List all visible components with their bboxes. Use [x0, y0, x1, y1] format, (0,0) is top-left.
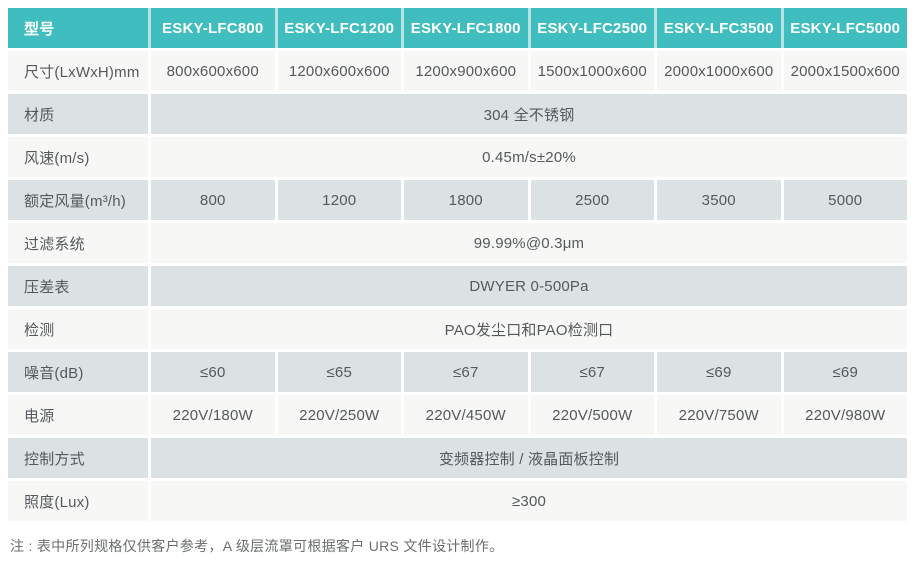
cell-value: 800x600x600	[151, 51, 275, 91]
table-row-filter: 过滤系统 99.99%@0.3μm	[8, 223, 907, 263]
cell-value-span: 99.99%@0.3μm	[151, 223, 907, 263]
table-row-gauge: 压差表 DWYER 0-500Pa	[8, 266, 907, 306]
cell-value: 1200	[277, 180, 401, 220]
row-label: 电源	[8, 395, 148, 435]
header-cell-model: 型号	[8, 8, 148, 48]
cell-value: 1800	[404, 180, 528, 220]
cell-value-span: 0.45m/s±20%	[151, 137, 907, 177]
row-label: 噪音(dB)	[8, 352, 148, 392]
spec-table: 型号 ESKY-LFC800 ESKY-LFC1200 ESKY-LFC1800…	[8, 8, 907, 521]
cell-value: 220V/980W	[783, 395, 907, 435]
cell-value: 800	[151, 180, 275, 220]
cell-value: ≤65	[277, 352, 401, 392]
cell-value: 5000	[783, 180, 907, 220]
cell-value: ≤69	[657, 352, 781, 392]
row-label: 过滤系统	[8, 223, 148, 263]
row-label: 检测	[8, 309, 148, 349]
header-cell-lfc2500: ESKY-LFC2500	[530, 8, 654, 48]
cell-value-span: DWYER 0-500Pa	[151, 266, 907, 306]
table-row-power: 电源 220V/180W 220V/250W 220V/450W 220V/50…	[8, 395, 907, 435]
table-header-row: 型号 ESKY-LFC800 ESKY-LFC1200 ESKY-LFC1800…	[8, 8, 907, 48]
table-row-dimensions: 尺寸(LxWxH)mm 800x600x600 1200x600x600 120…	[8, 51, 907, 91]
header-cell-lfc1200: ESKY-LFC1200	[277, 8, 401, 48]
table-row-test: 检测 PAO发尘口和PAO检测口	[8, 309, 907, 349]
cell-value: 220V/500W	[530, 395, 654, 435]
cell-value-span: 304 全不锈钢	[151, 94, 907, 134]
row-label: 压差表	[8, 266, 148, 306]
cell-value: 2500	[530, 180, 654, 220]
header-cell-lfc800: ESKY-LFC800	[151, 8, 275, 48]
cell-value: 1200x600x600	[277, 51, 401, 91]
cell-value: 220V/250W	[277, 395, 401, 435]
row-label: 风速(m/s)	[8, 137, 148, 177]
header-cell-lfc1800: ESKY-LFC1800	[404, 8, 528, 48]
row-label: 照度(Lux)	[8, 481, 148, 521]
cell-value-span: PAO发尘口和PAO检测口	[151, 309, 907, 349]
table-row-noise: 噪音(dB) ≤60 ≤65 ≤67 ≤67 ≤69 ≤69	[8, 352, 907, 392]
table-row-illuminance: 照度(Lux) ≥300	[8, 481, 907, 521]
table-row-airflow: 额定风量(m³/h) 800 1200 1800 2500 3500 5000	[8, 180, 907, 220]
cell-value: ≤67	[530, 352, 654, 392]
table-row-control: 控制方式 变频器控制 / 液晶面板控制	[8, 438, 907, 478]
table-row-material: 材质 304 全不锈钢	[8, 94, 907, 134]
cell-value: 3500	[657, 180, 781, 220]
cell-value: ≤69	[783, 352, 907, 392]
cell-value: ≤60	[151, 352, 275, 392]
row-label: 材质	[8, 94, 148, 134]
cell-value-span: 变频器控制 / 液晶面板控制	[151, 438, 907, 478]
cell-value: 220V/450W	[404, 395, 528, 435]
cell-value: 220V/750W	[657, 395, 781, 435]
cell-value: 2000x1000x600	[657, 51, 781, 91]
table-row-airspeed: 风速(m/s) 0.45m/s±20%	[8, 137, 907, 177]
cell-value: 1200x900x600	[404, 51, 528, 91]
cell-value: 1500x1000x600	[530, 51, 654, 91]
cell-value-span: ≥300	[151, 481, 907, 521]
cell-value: 220V/180W	[151, 395, 275, 435]
row-label: 尺寸(LxWxH)mm	[8, 51, 148, 91]
header-cell-lfc5000: ESKY-LFC5000	[783, 8, 907, 48]
header-cell-lfc3500: ESKY-LFC3500	[657, 8, 781, 48]
cell-value: ≤67	[404, 352, 528, 392]
row-label: 控制方式	[8, 438, 148, 478]
table-note: 注 : 表中所列规格仅供客户参考，A 级层流罩可根据客户 URS 文件设计制作。	[10, 538, 504, 554]
row-label: 额定风量(m³/h)	[8, 180, 148, 220]
cell-value: 2000x1500x600	[783, 51, 907, 91]
